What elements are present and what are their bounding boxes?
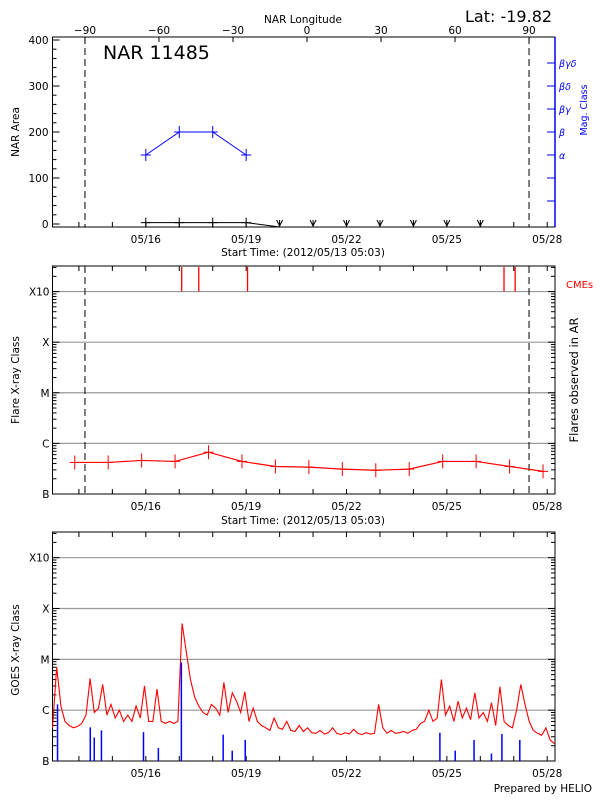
mag-class-point	[174, 126, 185, 138]
x-tick-label: 05/16	[131, 501, 162, 513]
flare-point	[471, 454, 482, 469]
plot-frame	[52, 531, 556, 762]
y-axis-title-goes: GOES X-ray Class	[10, 604, 22, 695]
x-tick-label: 05/22	[331, 234, 361, 246]
flare-point	[270, 459, 281, 474]
flare-point	[103, 455, 114, 470]
y-axis-title-flare: Flare X-ray Class	[10, 336, 22, 424]
flare-point	[303, 460, 314, 475]
latitude-label: Lat: -19.82	[465, 7, 552, 26]
y-tick-label: X	[42, 604, 49, 616]
top-x-tick-label: 0	[304, 25, 311, 37]
x-tick-label: 05/19	[231, 501, 261, 513]
top-axis-title: NAR Longitude	[264, 14, 342, 26]
top-x-tick-label: −30	[222, 25, 244, 37]
area-no-data-marker	[409, 219, 417, 228]
y-tick-label: X10	[29, 553, 50, 565]
footer-credit: Prepared by HELIO	[494, 783, 592, 795]
top-x-tick-label: −90	[74, 25, 96, 37]
y-axis-title-area: NAR Area	[10, 107, 22, 157]
flare-point	[538, 464, 549, 479]
x-tick-label: 05/22	[331, 501, 361, 513]
y-tick-label: 400	[28, 35, 48, 47]
flare-point	[136, 453, 147, 468]
flare-point	[236, 454, 247, 469]
flare-point	[437, 454, 448, 469]
x-tick-label: 05/28	[532, 501, 562, 513]
y2-axis-title-flares-observed: Flares observed in AR	[567, 317, 581, 442]
y-tick-label: 200	[28, 127, 48, 139]
y-tick-label: X	[42, 337, 49, 349]
x-axis-title-1: Start Time: (2012/05/13 05:03)	[221, 247, 385, 259]
area-no-data-marker	[376, 219, 384, 228]
top-x-tick-label: 30	[374, 25, 387, 37]
x-tick-label: 05/16	[131, 768, 162, 780]
area-point	[140, 217, 151, 228]
y-tick-label: X10	[29, 287, 50, 299]
flare-point	[370, 463, 381, 478]
cme-label: CMEs	[566, 280, 593, 291]
y-tick-label: M	[40, 654, 49, 666]
mag-class-point	[140, 149, 151, 162]
y-tick-label: 0	[42, 219, 49, 231]
y-tick-label: 300	[28, 81, 48, 93]
y-tick-label: C	[42, 705, 49, 717]
area-point	[241, 217, 252, 228]
area-point	[207, 217, 218, 228]
y-tick-label: M	[40, 388, 49, 400]
x-axis-title-2: Start Time: (2012/05/13 05:03)	[221, 515, 385, 527]
flare-point	[170, 454, 181, 469]
mag-class-tick-label: βγ	[558, 105, 572, 116]
x-tick-label: 05/19	[231, 768, 261, 780]
x-tick-label: 05/25	[432, 501, 462, 513]
top-x-tick-label: 60	[448, 25, 461, 37]
x-tick-label: 05/25	[432, 234, 462, 246]
nar-title: NAR 11485	[103, 42, 210, 64]
flare-point	[404, 462, 415, 477]
y-tick-label: B	[42, 756, 49, 768]
mag-class-tick-label: α	[559, 151, 566, 162]
x-tick-label: 05/28	[532, 768, 562, 780]
flare-point	[203, 445, 214, 460]
mag-class-line	[145, 131, 247, 156]
area-point	[174, 217, 185, 228]
area-no-data-marker	[309, 219, 317, 228]
y-tick-label: B	[42, 489, 49, 501]
x-tick-label: 05/28	[532, 234, 562, 246]
plot-frame	[52, 265, 556, 495]
top-x-tick-label: −60	[148, 25, 170, 37]
flare-point	[504, 459, 515, 474]
mag-class-point	[207, 126, 218, 138]
y-tick-label: C	[42, 438, 49, 450]
area-no-data-marker	[276, 219, 284, 228]
goes-long-line	[51, 623, 555, 745]
flare-point	[69, 455, 80, 470]
x-tick-label: 05/19	[231, 234, 261, 246]
top-x-tick-label: 90	[522, 25, 535, 37]
area-no-data-marker	[443, 219, 451, 228]
area-no-data-marker	[343, 219, 350, 228]
flare-point	[337, 462, 348, 477]
x-tick-label: 05/16	[131, 234, 162, 246]
x-tick-label: 05/25	[432, 768, 462, 780]
plot-frame	[52, 36, 556, 228]
x-tick-label: 05/22	[331, 768, 361, 780]
mag-class-tick-label: βδ	[558, 82, 571, 93]
mag-class-tick-label: β	[558, 128, 565, 139]
y-tick-label: 100	[28, 173, 48, 185]
area-no-data-marker	[476, 219, 484, 228]
mag-class-point	[241, 149, 252, 162]
mag-class-tick-label: βγδ	[558, 59, 577, 70]
y2-axis-title-mag-class: Mag. Class	[579, 84, 590, 135]
